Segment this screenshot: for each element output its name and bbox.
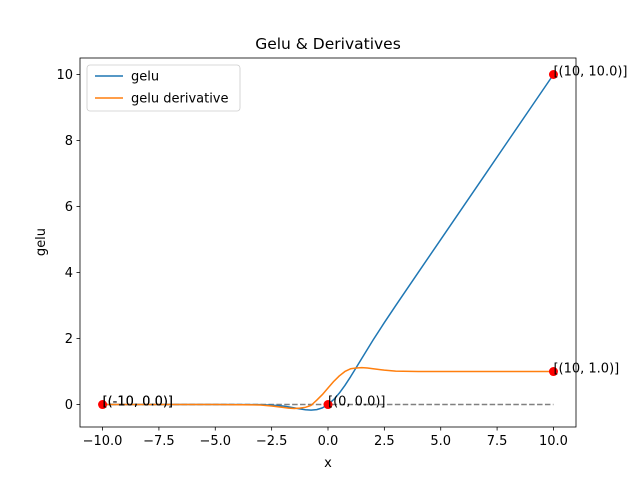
y-tick-label-4: 8 [65,134,73,149]
annotation-label-1: [(-10, 0.0)] [103,395,173,410]
legend-box [86,64,241,112]
point-marker-0 [98,400,108,410]
legend-label-gelu-derivative: gelu derivative [131,92,229,107]
point-marker-3 [548,367,558,377]
x-tick-label-1: −7.5 [143,434,175,449]
y-tick-label-5: 10 [56,68,73,83]
x-tick-label-4: 0.0 [318,434,339,449]
axes: −10.0 −7.5 −5.0 −2.5 0.0 2.5 5.0 7.5 10.0 0 2 4 6 8 10 [56,57,577,449]
y-axis-label: gelu [34,228,49,256]
legend: gelu gelu derivative [86,64,241,112]
x-tick-label-3: −2.5 [256,434,288,449]
legend-label-gelu: gelu [131,70,159,85]
x-axis-label: x [324,456,332,471]
point-marker-1 [323,400,333,410]
y-tick-label-2: 4 [65,266,73,281]
point-marker-2 [548,70,558,80]
x-tick-label-0: −10.0 [83,434,123,449]
y-tick-label-0: 0 [65,398,73,413]
y-tick-label-1: 2 [65,332,73,347]
x-tick-label-7: 7.5 [487,434,508,449]
x-tick-label-5: 2.5 [374,434,395,449]
annotation-label-4: [(10, 1.0)] [553,362,619,377]
series-line-gelu [101,73,555,411]
y-tick-label-3: 6 [65,200,73,215]
x-tick-label-6: 5.0 [430,434,451,449]
chart-title: Gelu & Derivatives [255,35,401,53]
x-tick-label-2: −5.0 [199,434,231,449]
annotation-label-2: [(0, 0.0)] [328,395,386,410]
series-line-gelu-derivative [101,366,555,410]
annotation-label-3: [(10, 10.0)] [553,65,627,80]
x-tick-label-8: 10.0 [539,434,568,449]
annotation-label-0: [(-10, 0.0)] [103,395,173,410]
plot-area: [(-10, 0.0)][(-10, 0.0)] [(0, 0.0)][(10, … [98,65,628,411]
